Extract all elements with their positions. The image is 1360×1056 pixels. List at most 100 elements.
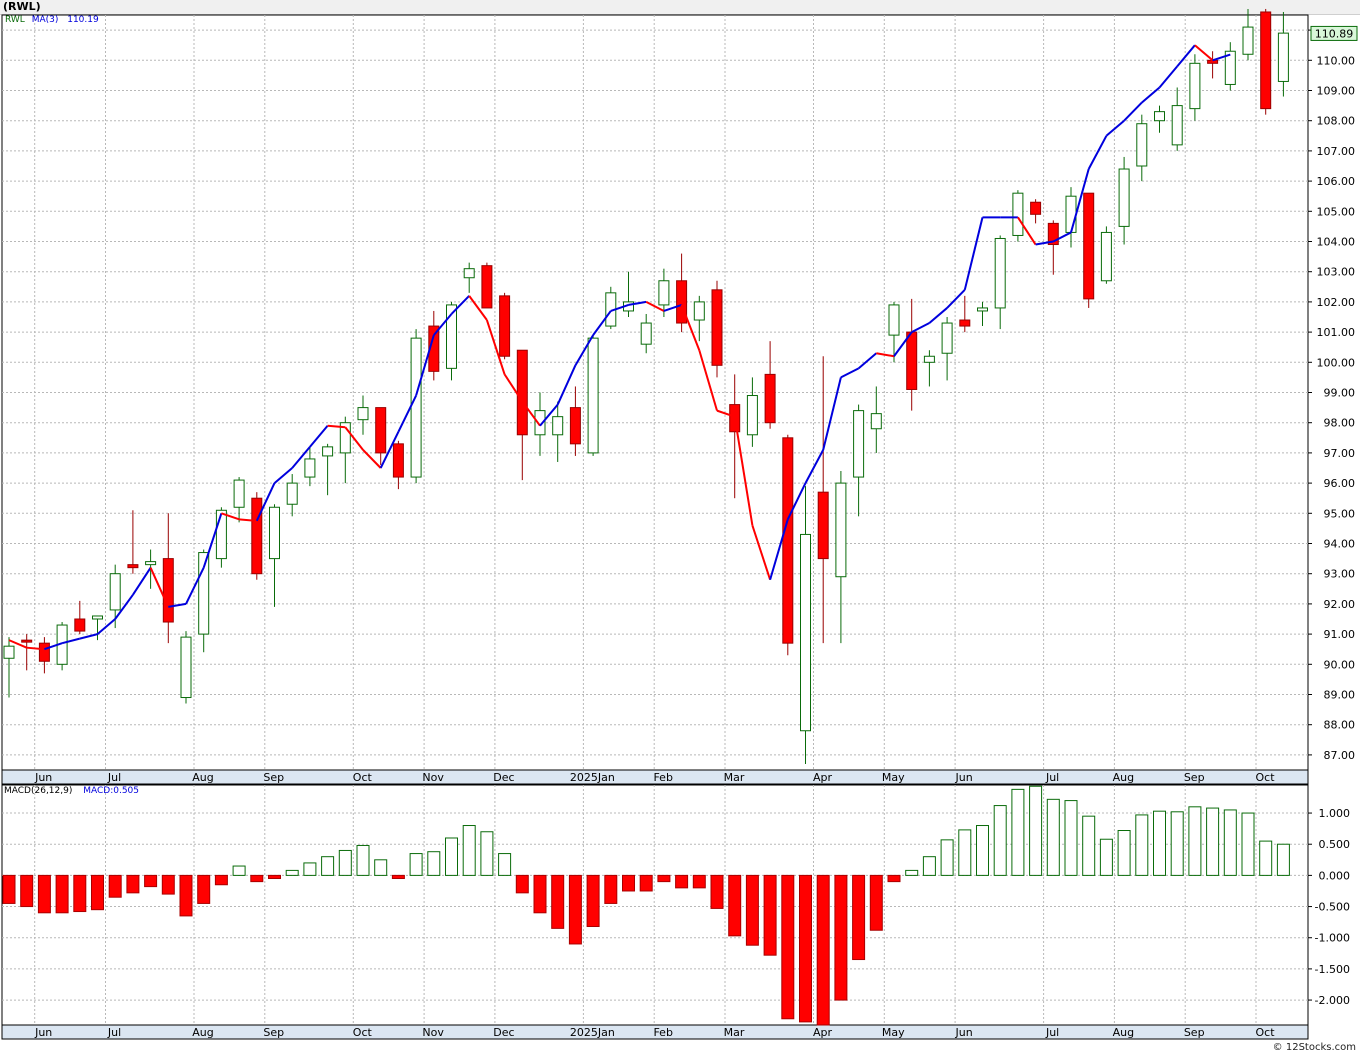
ma3-segment <box>309 425 329 448</box>
macd-bar <box>1223 809 1237 876</box>
candle-body <box>162 558 174 623</box>
last-price-label: 110.89 <box>1315 27 1354 40</box>
macd-panel <box>1 784 1309 1026</box>
macd-bar <box>1259 840 1273 876</box>
price-ytick-label: 87.00 <box>1324 749 1356 762</box>
ma3-segment <box>185 567 205 605</box>
ma3-segment <box>485 319 506 375</box>
price-xtick-label: Aug <box>192 771 213 784</box>
candle-body <box>640 322 652 345</box>
macd-xtick-label: Jul <box>1045 1026 1059 1039</box>
macd-ytick-label: 0.000 <box>1319 869 1351 882</box>
macd-bar <box>710 874 724 909</box>
ma3-segment <box>786 482 807 520</box>
candle-body <box>1136 123 1148 167</box>
price-ytick-label: 100.00 <box>1317 356 1356 369</box>
credit-text: © 12Stocks.com <box>1272 1042 1356 1053</box>
macd-bar <box>214 874 228 886</box>
ma3-segment <box>44 642 63 651</box>
ma3-segment <box>433 313 453 336</box>
macd-bar <box>639 874 653 892</box>
ma3-segment <box>1035 240 1054 246</box>
ma3-segment <box>1052 231 1072 243</box>
price-xtick-label: Aug <box>1113 771 1134 784</box>
candle-body <box>74 618 86 632</box>
candle-body <box>746 395 758 436</box>
macd-bar <box>993 805 1007 876</box>
macd-bar <box>728 874 742 937</box>
ma3-segment <box>1141 86 1161 104</box>
candle-body <box>994 237 1006 309</box>
ma3-segment <box>450 295 470 315</box>
candle-body <box>21 639 33 643</box>
price-ytick-label: 110.00 <box>1317 54 1356 67</box>
candle-body <box>516 349 528 436</box>
candle-body <box>658 280 670 306</box>
candle-body <box>215 509 227 560</box>
ma3-segment <box>503 373 524 403</box>
ma3-segment <box>769 519 789 581</box>
ma3-segment <box>1176 44 1196 67</box>
price-xtick-label: Oct <box>1255 771 1275 784</box>
ma3-segment <box>840 367 860 379</box>
candle-body <box>941 322 953 354</box>
candle-body <box>977 307 988 312</box>
candle-body <box>800 533 811 732</box>
candle-body <box>1047 222 1059 246</box>
macd-bar <box>1188 806 1202 876</box>
macd-bar <box>816 874 830 1026</box>
price-xtick-label: Feb <box>653 771 672 784</box>
macd-bar <box>37 874 51 914</box>
price-xtick-label: May <box>882 771 905 784</box>
macd-bar <box>498 853 512 876</box>
price-ytick-label: 109.00 <box>1317 85 1356 98</box>
ma3-segment <box>168 602 187 608</box>
price-xtick-label: Dec <box>493 771 514 784</box>
candle-body <box>569 407 581 445</box>
macd-bar <box>462 825 476 876</box>
macd-bar <box>515 874 529 894</box>
ma3-segment <box>1158 65 1178 89</box>
macd-bar <box>285 869 299 876</box>
macd-bar <box>1153 810 1166 876</box>
price-ytick-label: 103.00 <box>1317 266 1356 279</box>
price-ytick-label: 94.00 <box>1324 538 1356 551</box>
macd-bar <box>940 839 954 876</box>
candle-body <box>375 407 387 454</box>
price-ytick-label: 89.00 <box>1324 689 1356 702</box>
macd-legend: MACD(26,12,9) MACD:0.505 <box>4 786 139 796</box>
ma3-segment <box>202 512 223 568</box>
macd-xtick-label: Jun <box>955 1026 973 1039</box>
candle-body <box>888 304 900 336</box>
ma3-segment <box>663 303 682 312</box>
ma3-segment <box>733 416 754 526</box>
price-ytick-label: 96.00 <box>1324 477 1356 490</box>
price-ytick-label: 102.00 <box>1317 296 1356 309</box>
macd-bar <box>356 844 370 876</box>
candle-body <box>870 413 882 430</box>
candle-body <box>1100 231 1112 282</box>
price-ytick-label: 91.00 <box>1324 628 1356 641</box>
macd-ytick-label: 1.000 <box>1319 807 1351 820</box>
ma3-segment <box>946 289 966 309</box>
price-xtick-label: 2025Jan <box>570 771 615 784</box>
macd-bar <box>1029 785 1043 876</box>
ma3-segment <box>468 295 488 321</box>
candle-body <box>552 416 564 436</box>
price-ytick-label: 93.00 <box>1324 568 1356 581</box>
macd-xtick-label: Mar <box>724 1026 745 1039</box>
candle-body <box>251 497 263 575</box>
ma3-segment <box>327 424 346 429</box>
candle-body <box>676 280 688 324</box>
price-ytick-label: 88.00 <box>1324 719 1356 732</box>
ma3-segment <box>645 301 665 312</box>
candle-body <box>534 410 546 436</box>
candle-body <box>764 373 776 424</box>
candle-body <box>853 410 865 478</box>
candle-body <box>1189 62 1201 110</box>
ma3-segment <box>255 482 276 522</box>
macd-bar <box>250 874 264 883</box>
price-ytick-label: 105.00 <box>1317 205 1356 218</box>
ma3-segment <box>857 352 877 370</box>
